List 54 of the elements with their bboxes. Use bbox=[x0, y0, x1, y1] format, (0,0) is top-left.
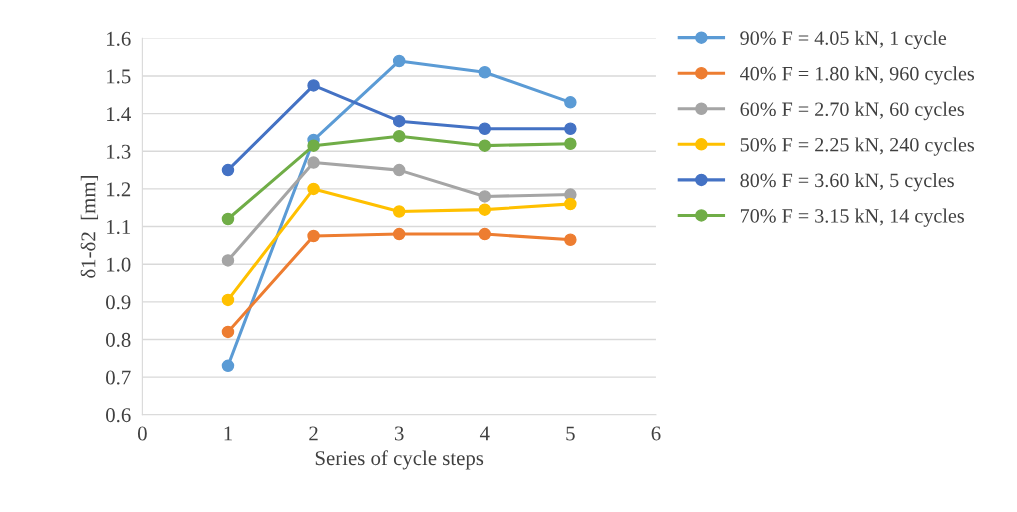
y-tick-label: 1.1 bbox=[107, 220, 131, 235]
x-tick-label: 1 bbox=[224, 426, 232, 441]
x-axis-title: Series of cycle steps bbox=[315, 450, 484, 470]
point bbox=[392, 129, 406, 143]
point bbox=[307, 156, 320, 169]
point bbox=[478, 66, 492, 79]
point bbox=[221, 325, 235, 339]
y-tick-label: 1.6 bbox=[107, 31, 131, 46]
point bbox=[392, 227, 406, 241]
point bbox=[478, 122, 492, 135]
x-tick-label: 4 bbox=[479, 426, 490, 441]
y-tick-label: 0.7 bbox=[106, 370, 131, 385]
legend-label: 70% F = 3.15 kN, 14 cycles bbox=[740, 208, 964, 227]
y-tick-label: 1.4 bbox=[107, 107, 131, 122]
point bbox=[478, 227, 492, 241]
point bbox=[478, 203, 492, 216]
y-tick-label: 1.3 bbox=[107, 144, 131, 159]
point bbox=[564, 137, 577, 151]
y-tick-label: 0.9 bbox=[106, 295, 131, 310]
y-tick-label: 1.0 bbox=[107, 257, 131, 272]
legend-label: 50% F = 2.25 kN, 240 cycles bbox=[740, 137, 975, 156]
point bbox=[221, 359, 235, 373]
point bbox=[221, 254, 235, 267]
point bbox=[221, 163, 235, 177]
point bbox=[478, 190, 492, 203]
point bbox=[564, 96, 577, 109]
legend-label: 90% F = 4.05 kN, 1 cycle bbox=[740, 30, 947, 50]
y-tick-label: 1.2 bbox=[107, 182, 131, 197]
point bbox=[307, 182, 320, 196]
legend-label: 40% F = 1.80 kN, 960 cycles bbox=[740, 66, 975, 85]
point bbox=[392, 54, 406, 68]
point bbox=[307, 229, 320, 243]
legend-label: 80% F = 3.60 kN, 5 cycles bbox=[740, 172, 954, 192]
point bbox=[392, 114, 406, 128]
x-tick-label: 5 bbox=[566, 426, 575, 441]
legend-label: 60% F = 2.70 kN, 60 cycles bbox=[740, 101, 964, 121]
point bbox=[221, 212, 235, 226]
y-tick-label: 0.8 bbox=[106, 332, 131, 347]
y-tick-label: 1.5 bbox=[107, 69, 131, 84]
point bbox=[564, 122, 577, 135]
point bbox=[478, 139, 492, 152]
point bbox=[307, 79, 320, 92]
y-axis-title: δ1-δ2 [mm] bbox=[80, 176, 99, 278]
point bbox=[564, 233, 577, 246]
point bbox=[221, 293, 235, 307]
x-tick-label: 0 bbox=[137, 426, 147, 441]
x-tick-label: 6 bbox=[651, 426, 661, 441]
y-tick-label: 0.6 bbox=[106, 408, 131, 423]
point bbox=[392, 163, 406, 177]
point bbox=[307, 139, 320, 152]
point bbox=[564, 197, 577, 211]
x-tick-label: 2 bbox=[309, 426, 318, 441]
point bbox=[392, 205, 406, 218]
x-tick-label: 3 bbox=[394, 426, 404, 441]
